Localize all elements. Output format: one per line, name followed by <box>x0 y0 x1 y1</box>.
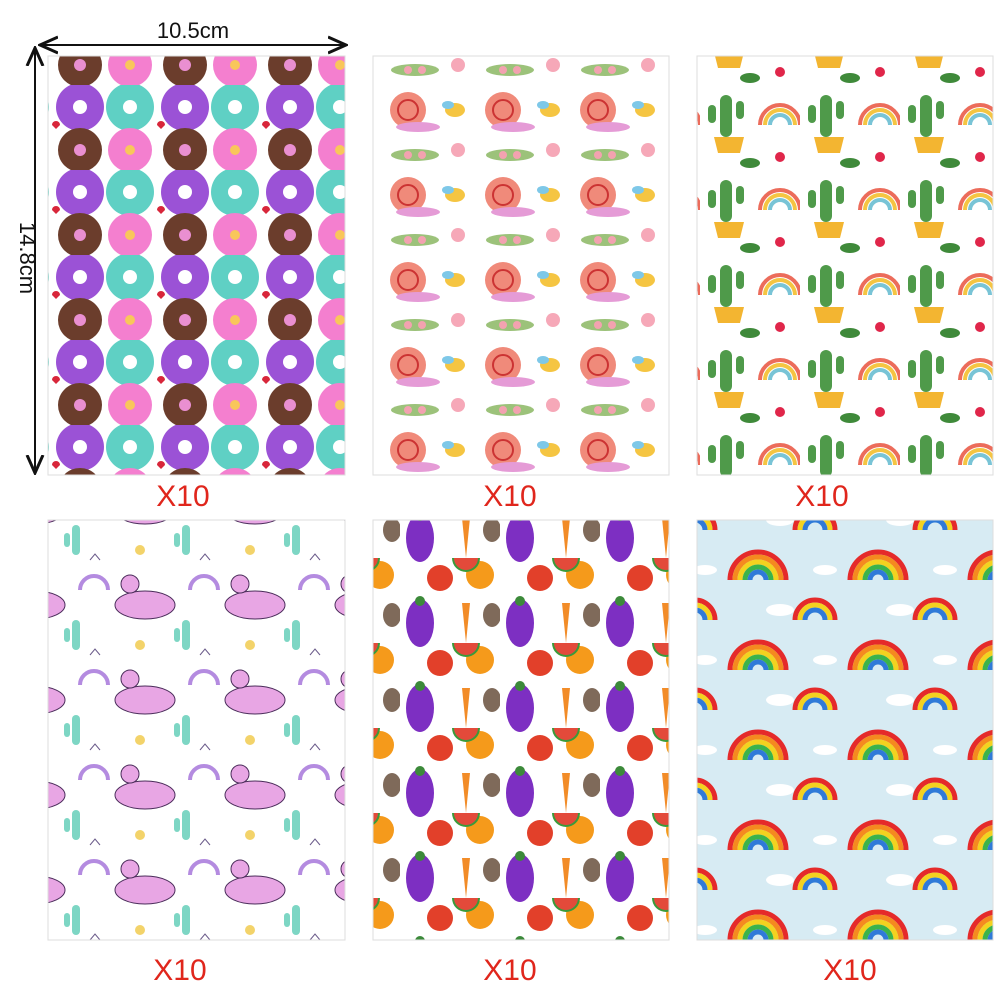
card-count: X10 <box>795 480 848 513</box>
card <box>696 519 994 941</box>
width-label: 10.5cm <box>157 18 229 43</box>
card-count: X10 <box>156 480 209 513</box>
card-count: X10 <box>823 954 876 987</box>
card-grid <box>47 55 994 941</box>
card <box>372 519 670 941</box>
card <box>47 55 346 476</box>
card-count: X10 <box>483 480 536 513</box>
card-count: X10 <box>153 954 206 987</box>
card <box>372 55 670 476</box>
height-label: 14.8cm <box>15 222 40 294</box>
card <box>696 55 994 476</box>
card-count: X10 <box>483 954 536 987</box>
card <box>47 519 346 941</box>
